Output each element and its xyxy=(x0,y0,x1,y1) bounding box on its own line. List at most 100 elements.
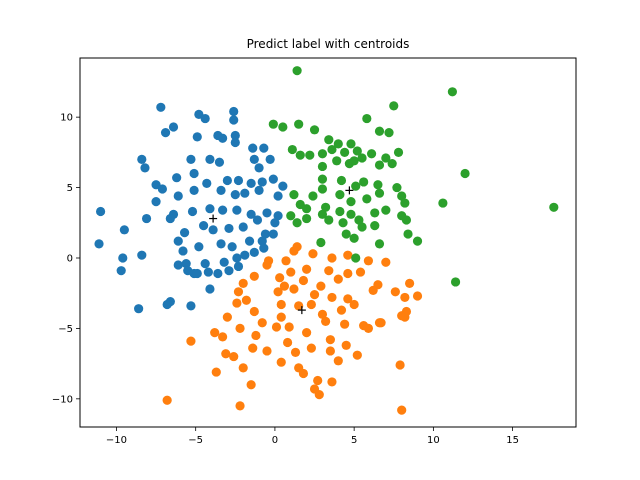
scatter-point xyxy=(248,143,258,153)
scatter-point xyxy=(302,264,312,274)
scatter-point xyxy=(374,126,385,136)
scatter-point xyxy=(186,301,196,311)
scatter-point xyxy=(233,287,244,297)
scatter-point xyxy=(268,174,278,184)
scatter-point xyxy=(412,236,423,246)
scatter-point xyxy=(276,312,286,322)
centroid-marker xyxy=(345,186,354,195)
scatter-point xyxy=(447,87,457,97)
scatter-point xyxy=(262,208,272,218)
scatter-point xyxy=(259,143,269,153)
scatter-point xyxy=(400,198,410,208)
scatter-point xyxy=(355,267,366,277)
scatter-point xyxy=(403,229,413,239)
y-tick-label: 10 xyxy=(60,113,73,124)
scatter-point xyxy=(317,174,328,184)
scatter-point xyxy=(327,253,337,263)
scatter-point xyxy=(281,256,291,266)
scatter-point xyxy=(221,349,231,359)
scatter-point xyxy=(202,178,212,188)
scatter-point xyxy=(317,309,328,319)
scatter-point xyxy=(248,343,258,353)
scatter-point xyxy=(282,337,293,348)
scatter-point xyxy=(393,147,404,157)
scatter-point xyxy=(376,318,386,328)
scatter-point xyxy=(214,157,225,167)
scatter-point xyxy=(208,225,218,235)
scatter-point xyxy=(162,299,172,310)
scatter-point xyxy=(260,229,271,239)
scatter-point xyxy=(343,268,353,279)
scatter-point xyxy=(249,154,259,164)
scatter-point xyxy=(295,150,305,160)
scatter-point xyxy=(262,260,272,270)
scatter-point xyxy=(96,206,106,217)
scatter-point xyxy=(306,343,316,353)
x-tick-label: 10 xyxy=(427,435,440,446)
scatter-point xyxy=(279,281,290,291)
x-tick-label: −10 xyxy=(106,435,127,446)
scatter-point xyxy=(294,301,304,311)
scatter-point xyxy=(324,135,334,145)
scatter-point xyxy=(287,144,297,155)
axes-frame xyxy=(79,57,577,428)
centroid-marker xyxy=(209,214,218,223)
scatter-point xyxy=(189,185,199,195)
scatter-point xyxy=(352,146,362,156)
scatter-point xyxy=(254,163,264,173)
scatter-point xyxy=(271,322,282,332)
scatter-point xyxy=(268,119,278,129)
scatter-point xyxy=(298,275,309,286)
scatter-point xyxy=(162,395,172,405)
scatter-point xyxy=(257,318,267,328)
scatter-point xyxy=(362,113,372,124)
scatter-point xyxy=(244,236,255,246)
scatter-point xyxy=(309,384,320,394)
scatter-point xyxy=(349,156,359,166)
scatter-point xyxy=(118,253,128,263)
scatter-point xyxy=(351,181,361,191)
points-layer xyxy=(94,66,559,415)
scatter-point xyxy=(317,161,328,172)
x-tick-label: 5 xyxy=(351,435,357,446)
scatter-point xyxy=(395,360,405,370)
scatter-point xyxy=(192,132,202,142)
scatter-point xyxy=(257,236,267,246)
scatter-point xyxy=(316,281,326,291)
scatter-point xyxy=(412,291,423,301)
scatter-point xyxy=(173,260,183,270)
x-tick-label: −5 xyxy=(188,435,203,446)
scatter-point xyxy=(549,202,559,212)
scatter-point xyxy=(387,159,397,169)
scatter-point xyxy=(249,247,259,257)
scatter-point xyxy=(262,346,272,356)
scatter-point xyxy=(316,237,326,248)
scatter-point xyxy=(349,299,359,310)
scatter-point xyxy=(324,266,334,276)
scatter-point xyxy=(327,377,337,387)
scatter-point xyxy=(178,246,188,256)
scatter-point xyxy=(235,401,245,411)
scatter-point xyxy=(373,180,383,190)
scatter-point xyxy=(321,202,331,212)
scatter-point xyxy=(165,213,175,224)
scatter-point xyxy=(205,154,215,164)
scatter-point xyxy=(362,194,372,204)
scatter-point xyxy=(230,130,240,141)
scatter-point xyxy=(187,206,198,217)
scatter-point xyxy=(273,191,283,201)
scatter-point xyxy=(340,147,350,157)
scatter-point xyxy=(366,149,377,159)
scatter-point xyxy=(227,242,237,252)
scatter-point xyxy=(241,295,251,305)
scatter-point xyxy=(335,206,345,217)
scatter-point xyxy=(276,357,286,367)
scatter-point xyxy=(289,190,299,200)
scatter-point xyxy=(222,312,232,322)
scatter-point xyxy=(94,239,104,249)
scatter-point xyxy=(278,181,288,191)
centroid-marker xyxy=(297,306,306,315)
scatter-point xyxy=(205,204,215,214)
scatter-point xyxy=(309,290,320,300)
scatter-point xyxy=(216,185,226,195)
